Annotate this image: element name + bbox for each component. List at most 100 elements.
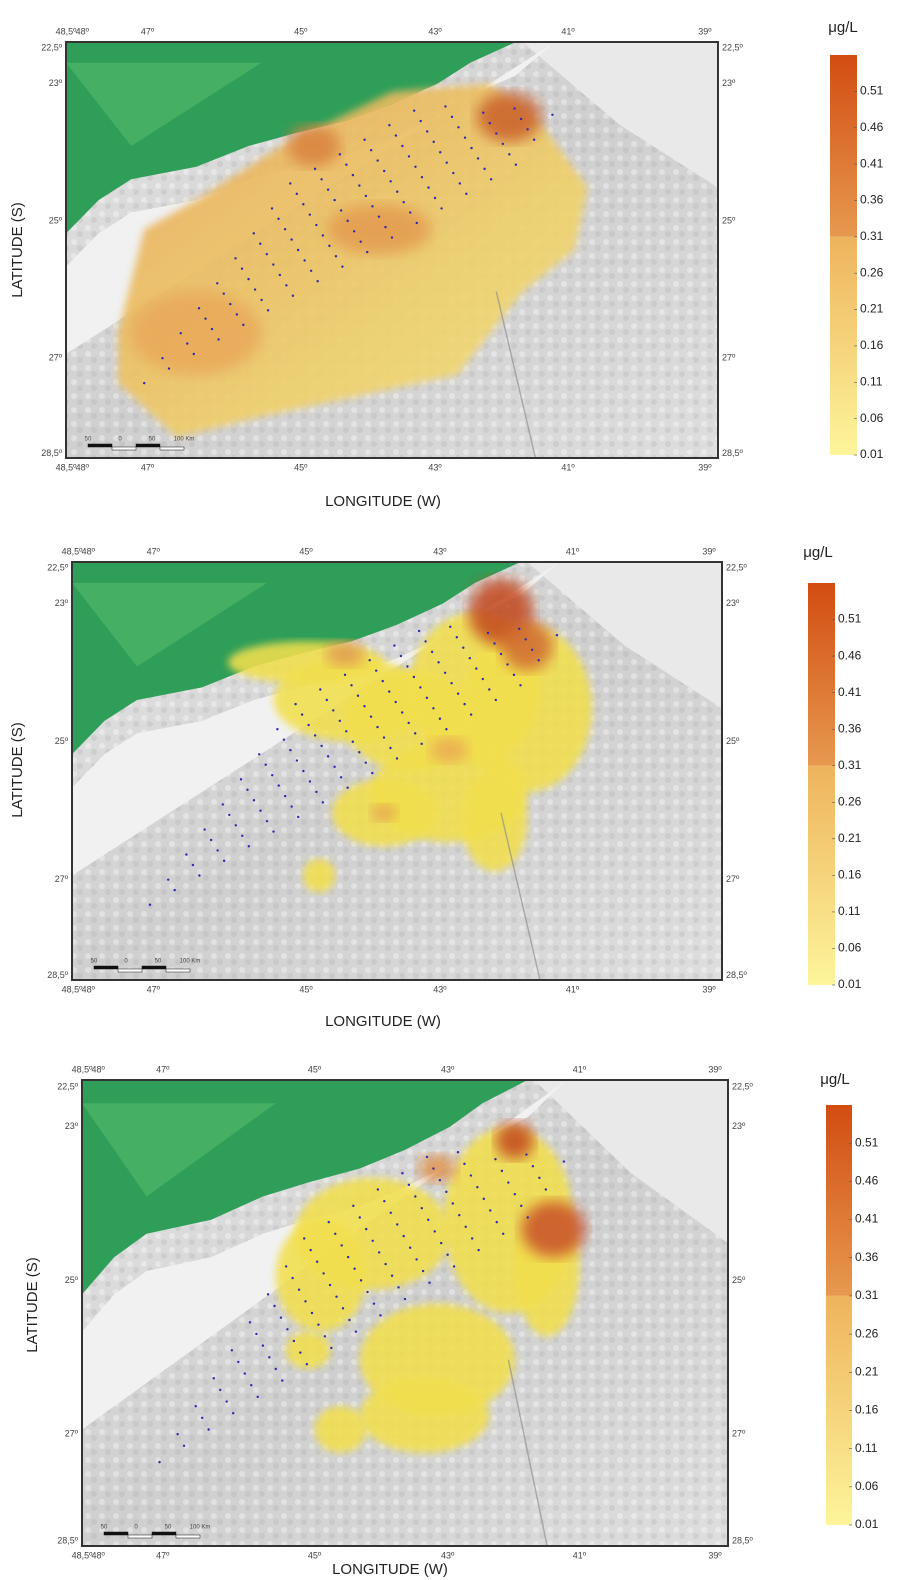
station bbox=[432, 1167, 435, 1170]
station bbox=[173, 888, 176, 892]
lon-tick-label: 48,5º bbox=[62, 546, 84, 556]
station bbox=[272, 263, 275, 266]
station bbox=[326, 188, 330, 191]
lon-tick-label: 47º bbox=[141, 462, 155, 472]
station bbox=[402, 200, 405, 204]
scale-label: 100 Km bbox=[180, 959, 201, 965]
station bbox=[468, 656, 471, 660]
station bbox=[297, 815, 300, 819]
lat-tick-label: 22,5º bbox=[732, 1081, 754, 1091]
station bbox=[272, 830, 275, 833]
station bbox=[209, 838, 213, 842]
station bbox=[358, 750, 361, 754]
colorbar-tick-label: 0.06 bbox=[860, 411, 884, 425]
station bbox=[417, 629, 421, 633]
station bbox=[444, 105, 447, 108]
station bbox=[279, 1316, 283, 1319]
concentration-peak bbox=[495, 1121, 535, 1160]
station bbox=[499, 652, 503, 656]
concentration-peak bbox=[476, 91, 542, 142]
station bbox=[299, 1351, 302, 1354]
station bbox=[379, 1314, 382, 1317]
station bbox=[274, 1367, 277, 1371]
station bbox=[303, 1237, 306, 1240]
station bbox=[283, 228, 287, 231]
colorbar-tick-label: 0.16 bbox=[860, 338, 884, 352]
station bbox=[204, 317, 207, 320]
lon-tick-label: 48,5º bbox=[62, 984, 84, 994]
station bbox=[308, 213, 312, 216]
colorbar-low bbox=[830, 236, 857, 455]
station bbox=[363, 138, 366, 141]
lat-tick-label: 22,5º bbox=[722, 43, 744, 53]
colorbar-tick-label: 0.26 bbox=[855, 1326, 879, 1340]
station bbox=[200, 1416, 204, 1420]
station bbox=[216, 849, 219, 852]
colorbar-tick-label: 0.31 bbox=[838, 758, 862, 772]
lat-tick-label: 27º bbox=[732, 1429, 746, 1439]
lat-tick-label: 25º bbox=[722, 215, 736, 225]
east-land bbox=[527, 562, 722, 709]
station bbox=[506, 663, 509, 666]
station bbox=[412, 675, 416, 679]
lat-tick-label: 28,5º bbox=[732, 1536, 754, 1546]
station bbox=[382, 169, 386, 173]
colorbar-tick-label: 0.21 bbox=[860, 302, 884, 316]
land-highlight bbox=[72, 582, 267, 667]
station bbox=[350, 684, 353, 687]
concentration-peak bbox=[521, 1201, 586, 1258]
colorbar-tick-label: 0.11 bbox=[855, 1441, 878, 1455]
station bbox=[351, 740, 354, 743]
station bbox=[328, 1283, 332, 1287]
station bbox=[282, 738, 286, 741]
station bbox=[252, 232, 255, 235]
station bbox=[531, 648, 534, 651]
concentration-peak bbox=[371, 804, 397, 822]
station bbox=[482, 111, 485, 114]
station bbox=[519, 117, 523, 121]
colorbar-tick-label: 0.51 bbox=[855, 1135, 879, 1149]
station bbox=[526, 128, 529, 131]
station bbox=[371, 1239, 374, 1242]
colorbar-low bbox=[808, 765, 835, 985]
station bbox=[465, 192, 468, 196]
station bbox=[382, 736, 386, 739]
station bbox=[375, 669, 378, 672]
station bbox=[399, 654, 403, 658]
colorbar-tick-label: 0.11 bbox=[860, 374, 883, 388]
station bbox=[305, 1363, 309, 1366]
colorbar-tick-label: 0.36 bbox=[855, 1250, 879, 1264]
station bbox=[250, 1384, 253, 1387]
station bbox=[234, 257, 237, 260]
station bbox=[307, 723, 310, 727]
east-land bbox=[534, 1080, 728, 1244]
station bbox=[395, 757, 399, 760]
station bbox=[225, 1400, 228, 1403]
station bbox=[230, 1349, 234, 1352]
station bbox=[294, 702, 297, 706]
lon-tick-label: 45º bbox=[308, 1550, 322, 1560]
station bbox=[430, 650, 434, 654]
station bbox=[333, 198, 336, 202]
colorbar-tick-label: 0.26 bbox=[838, 794, 862, 808]
station bbox=[271, 773, 274, 777]
map-panel: 48,5º48,5º48º48º47º47º45º45º43º43º41º41º… bbox=[9, 544, 862, 1030]
scale-segment bbox=[111, 446, 137, 451]
lon-tick-label: 43º bbox=[428, 462, 442, 472]
scale-label: 100 Km bbox=[174, 437, 195, 443]
lat-tick-label: 22,5º bbox=[726, 563, 748, 573]
station bbox=[194, 1405, 197, 1408]
station bbox=[345, 163, 348, 166]
lon-tick-label: 47º bbox=[156, 1064, 170, 1074]
station bbox=[148, 903, 152, 906]
station bbox=[248, 1321, 252, 1324]
station bbox=[345, 730, 348, 733]
station bbox=[277, 217, 280, 220]
station bbox=[313, 167, 317, 171]
station bbox=[315, 790, 318, 794]
lon-tick-label: 48º bbox=[76, 462, 90, 472]
station bbox=[508, 153, 511, 156]
lat-tick-label: 23º bbox=[726, 598, 740, 608]
scale-label: 0 bbox=[118, 437, 122, 443]
lat-tick-label: 23º bbox=[732, 1121, 746, 1131]
